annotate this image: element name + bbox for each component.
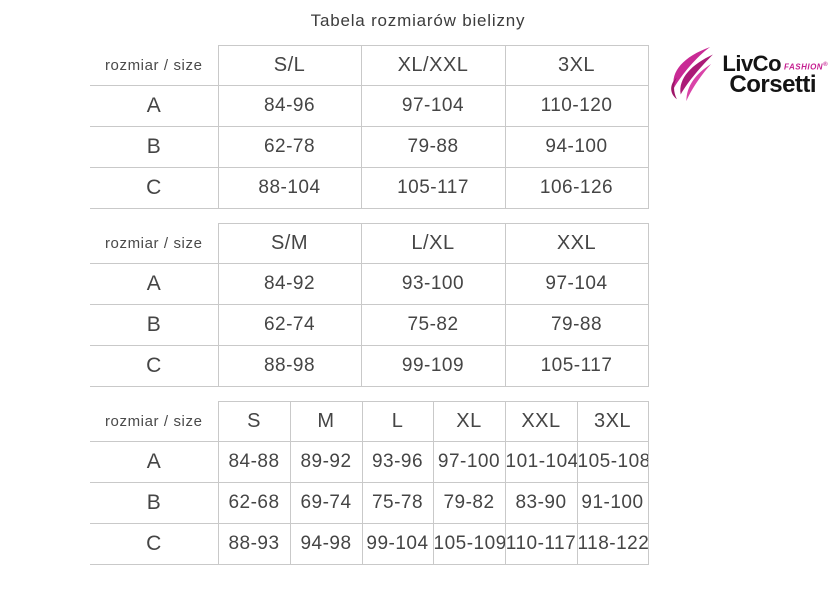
cell-value: 79-82	[432, 482, 506, 524]
cell-value: 88-93	[217, 523, 291, 565]
cell-value: 106-126	[504, 167, 649, 209]
cell-value: 79-88	[360, 126, 506, 168]
cell-value: 97-104	[360, 85, 506, 127]
cell-value: 84-88	[217, 441, 291, 483]
header-row: rozmiar / size S/L XL/XXL 3XL	[90, 45, 649, 86]
column-header: 3XL	[576, 401, 649, 442]
livco-corsetti-logo: LivCo FASHION® Corsetti	[668, 46, 828, 103]
cell-value: 118-122	[576, 523, 649, 565]
table-row: B 62-78 79-88 94-100	[90, 126, 649, 168]
size-table-1: rozmiar / size S/L XL/XXL 3XL A 84-96 97…	[90, 45, 649, 209]
size-tables-container: rozmiar / size S/L XL/XXL 3XL A 84-96 97…	[90, 45, 649, 579]
table-row: A 84-96 97-104 110-120	[90, 85, 649, 127]
table-row: C 88-98 99-109 105-117	[90, 345, 649, 387]
cell-value: 75-82	[360, 304, 506, 346]
cell-value: 93-96	[361, 441, 434, 483]
table-row: A 84-92 93-100 97-104	[90, 263, 649, 305]
cell-value: 62-78	[217, 126, 362, 168]
column-header: XL/XXL	[360, 45, 506, 86]
row-label: C	[90, 523, 218, 565]
cell-value: 105-117	[504, 345, 649, 387]
cell-value: 93-100	[360, 263, 506, 305]
row-label: A	[90, 263, 218, 305]
cell-value: 83-90	[504, 482, 578, 524]
header-row: rozmiar / size S/M L/XL XXL	[90, 223, 649, 264]
cell-value: 79-88	[504, 304, 649, 346]
cell-value: 105-109	[432, 523, 506, 565]
cell-value: 62-74	[217, 304, 362, 346]
logo-brand-name: LivCo	[722, 50, 782, 76]
registered-mark: ®	[823, 61, 828, 68]
logo-brand-name-2: Corsetti	[729, 70, 817, 98]
cell-value: 105-108	[576, 441, 649, 483]
cell-value: 89-92	[289, 441, 363, 483]
column-header: XXL	[504, 223, 649, 264]
cell-value: 88-98	[217, 345, 362, 387]
column-header: S	[217, 401, 291, 442]
cell-value: 105-117	[360, 167, 506, 209]
row-label: A	[90, 441, 218, 483]
cell-value: 99-104	[361, 523, 434, 565]
column-header: XXL	[504, 401, 578, 442]
cell-value: 75-78	[361, 482, 434, 524]
cell-value: 94-100	[504, 126, 649, 168]
cell-value: 88-104	[217, 167, 362, 209]
cell-value: 69-74	[289, 482, 363, 524]
cell-value: 84-92	[217, 263, 362, 305]
corner-label: rozmiar / size	[90, 45, 218, 86]
table-row: C 88-93 94-98 99-104 105-109 110-117 118…	[90, 523, 649, 565]
cell-value: 110-117	[504, 523, 578, 565]
row-label: C	[90, 167, 218, 209]
table-row: B 62-68 69-74 75-78 79-82 83-90 91-100	[90, 482, 649, 524]
table-row: C 88-104 105-117 106-126	[90, 167, 649, 209]
column-header: 3XL	[504, 45, 649, 86]
logo-fashion-label: FASHION®	[784, 61, 828, 72]
corner-label: rozmiar / size	[90, 223, 218, 264]
row-label: B	[90, 304, 218, 346]
column-header: S/L	[217, 45, 362, 86]
column-header: L	[361, 401, 434, 442]
column-header: M	[289, 401, 363, 442]
cell-value: 99-109	[360, 345, 506, 387]
row-label: B	[90, 126, 218, 168]
cell-value: 110-120	[504, 85, 649, 127]
corner-label: rozmiar / size	[90, 401, 218, 442]
logo-text: LivCo FASHION® Corsetti	[722, 50, 828, 98]
cell-value: 101-104	[504, 441, 578, 483]
table-row: A 84-88 89-92 93-96 97-100 101-104 105-1…	[90, 441, 649, 483]
row-label: C	[90, 345, 218, 387]
page-title: Tabela rozmiarów bielizny	[310, 11, 526, 30]
cell-value: 62-68	[217, 482, 291, 524]
livco-swoosh-icon	[671, 46, 714, 102]
column-header: XL	[432, 401, 506, 442]
size-table-3: rozmiar / size S M L XL XXL 3XL A 84-88 …	[90, 401, 649, 565]
column-header: L/XL	[360, 223, 506, 264]
row-label: A	[90, 85, 218, 127]
header-row: rozmiar / size S M L XL XXL 3XL	[90, 401, 649, 442]
cell-value: 91-100	[576, 482, 649, 524]
column-header: S/M	[217, 223, 362, 264]
cell-value: 97-104	[504, 263, 649, 305]
table-row: B 62-74 75-82 79-88	[90, 304, 649, 346]
cell-value: 94-98	[289, 523, 363, 565]
row-label: B	[90, 482, 218, 524]
size-table-2: rozmiar / size S/M L/XL XXL A 84-92 93-1…	[90, 223, 649, 387]
cell-value: 84-96	[217, 85, 362, 127]
cell-value: 97-100	[432, 441, 506, 483]
